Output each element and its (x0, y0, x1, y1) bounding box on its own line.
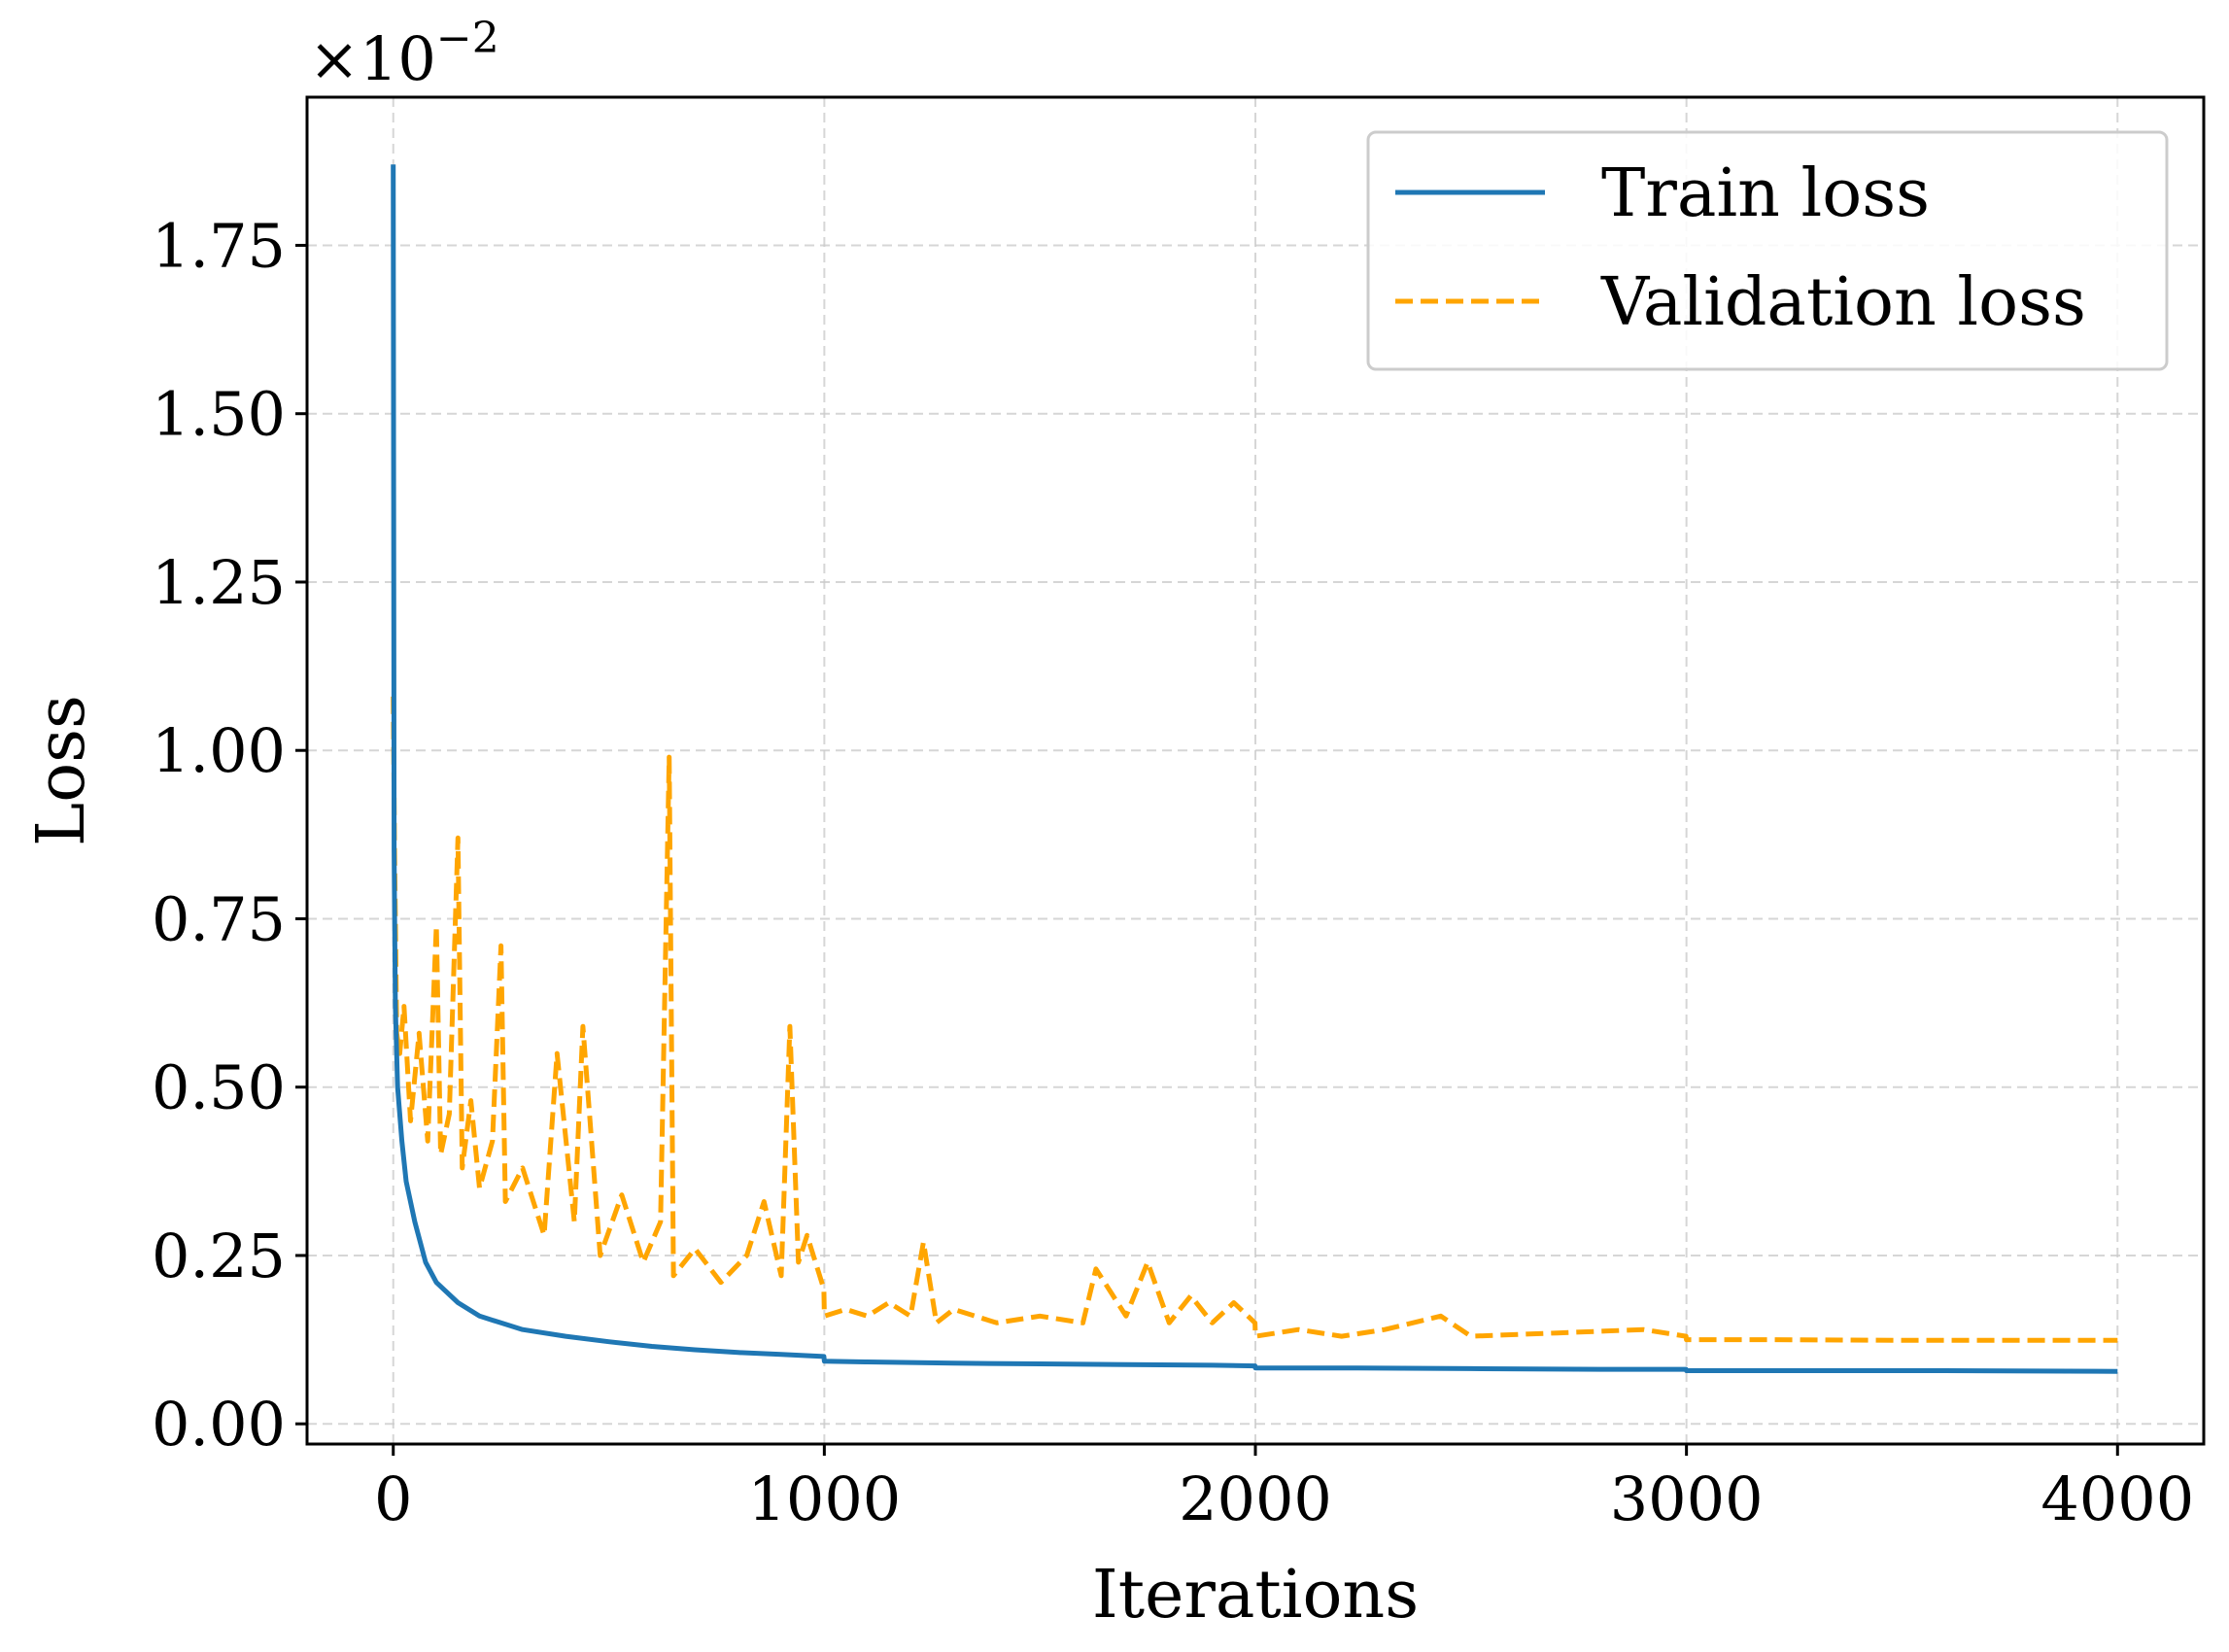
y-tick-label: 0.00 (152, 1389, 286, 1460)
y-axis-title: Loss (23, 695, 100, 846)
y-offset-multiplier: ×10 (309, 23, 436, 94)
y-tick-label: 0.50 (152, 1052, 286, 1123)
y-offset-exponent: −2 (436, 14, 499, 63)
legend: Train loss Validation loss (1366, 130, 2169, 371)
x-tick-label: 1000 (747, 1463, 901, 1534)
x-tick-label: 0 (374, 1463, 412, 1534)
y-tick-label: 0.25 (152, 1221, 286, 1291)
legend-box (1366, 130, 2169, 371)
y-tick-label: 0.75 (152, 883, 286, 954)
y-tick-label: 1.75 (152, 210, 286, 281)
legend-label-train: Train loss (1601, 155, 1930, 232)
series-layer (391, 164, 2118, 1374)
x-tick-label: 2000 (1179, 1463, 1332, 1534)
legend-label-validation: Validation loss (1600, 264, 2086, 341)
ticks: 0 1000 2000 3000 4000 0.00 0.25 0.50 0.75 1.00 1.2… (152, 210, 2194, 1534)
series-train-loss (391, 164, 2118, 1374)
grid (307, 97, 2204, 1444)
y-tick-label: 1.25 (152, 547, 286, 618)
x-axis-title: Iterations (1092, 1557, 1419, 1634)
y-tick-label: 1.00 (152, 715, 286, 786)
x-tick-label: 3000 (1610, 1463, 1764, 1534)
series-validation-loss (391, 696, 2118, 1343)
y-offset-label: ×10−2 (309, 14, 499, 94)
x-tick-label: 4000 (2040, 1463, 2194, 1534)
y-tick-label: 1.50 (152, 379, 286, 450)
